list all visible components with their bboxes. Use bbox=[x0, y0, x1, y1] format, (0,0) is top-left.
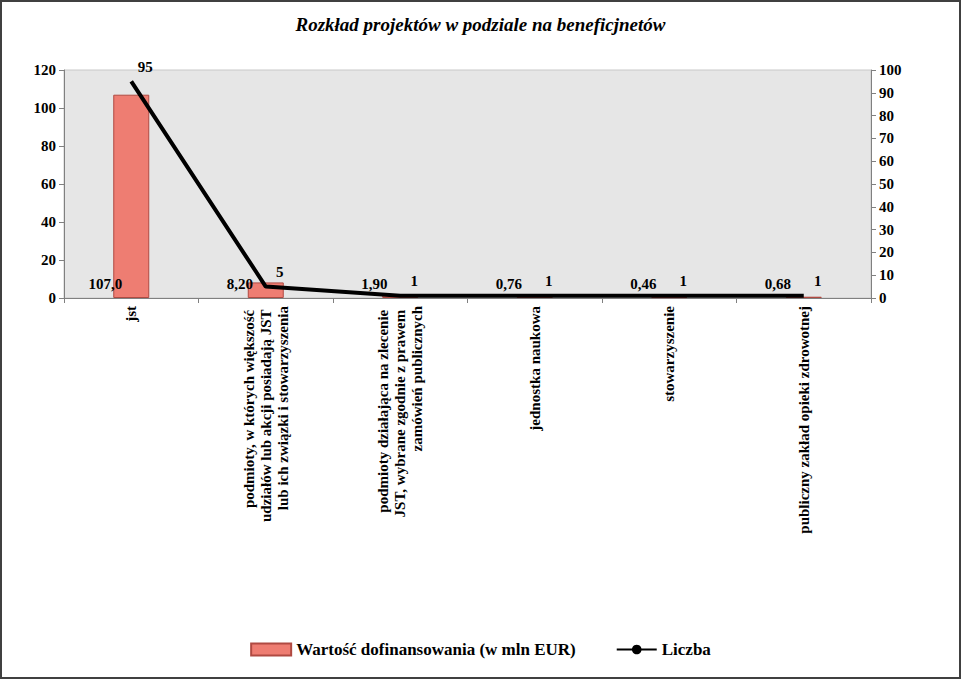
svg-text:30: 30 bbox=[879, 222, 894, 238]
svg-text:podmioty, w których większość: podmioty, w których większość bbox=[241, 306, 257, 508]
svg-text:20: 20 bbox=[41, 252, 56, 268]
svg-text:Liczba: Liczba bbox=[662, 640, 712, 659]
svg-text:stowarzyszenie: stowarzyszenie bbox=[661, 306, 677, 402]
svg-text:60: 60 bbox=[879, 153, 894, 169]
svg-text:Wartość dofinansowania (w mln: Wartość dofinansowania (w mln EUR) bbox=[296, 640, 576, 659]
svg-text:10: 10 bbox=[879, 267, 894, 283]
svg-text:95: 95 bbox=[138, 59, 153, 75]
svg-text:publiczny zakład opieki zdrowo: publiczny zakład opieki zdrowotnej bbox=[796, 306, 812, 534]
svg-text:zamówień publicznych: zamówień publicznych bbox=[409, 305, 425, 451]
svg-text:udziałów lub akcji posiadają J: udziałów lub akcji posiadają JST bbox=[258, 306, 274, 522]
svg-text:JST, wybrane zgodnie z prawem: JST, wybrane zgodnie z prawem bbox=[392, 306, 408, 517]
svg-text:50: 50 bbox=[879, 176, 894, 192]
svg-text:5: 5 bbox=[276, 264, 284, 280]
svg-text:jst: jst bbox=[123, 306, 139, 323]
svg-text:0: 0 bbox=[879, 290, 887, 306]
svg-text:107,0: 107,0 bbox=[88, 276, 122, 292]
svg-text:0: 0 bbox=[49, 290, 57, 306]
svg-text:100: 100 bbox=[34, 100, 57, 116]
svg-text:90: 90 bbox=[879, 85, 894, 101]
svg-text:60: 60 bbox=[41, 176, 56, 192]
svg-text:40: 40 bbox=[41, 214, 56, 230]
svg-text:1: 1 bbox=[814, 273, 822, 289]
svg-text:80: 80 bbox=[41, 138, 56, 154]
svg-text:8,20: 8,20 bbox=[227, 276, 253, 292]
svg-text:0,68: 0,68 bbox=[765, 276, 791, 292]
svg-text:40: 40 bbox=[879, 199, 894, 215]
svg-text:jednostka naukowa: jednostka naukowa bbox=[527, 306, 543, 432]
svg-text:1: 1 bbox=[680, 273, 688, 289]
svg-text:0,76: 0,76 bbox=[496, 276, 523, 292]
svg-text:1: 1 bbox=[545, 273, 553, 289]
svg-text:lub ich związki i stowarzyszen: lub ich związki i stowarzyszenia bbox=[275, 306, 291, 511]
svg-text:20: 20 bbox=[879, 244, 894, 260]
svg-text:120: 120 bbox=[34, 62, 57, 78]
svg-text:0,46: 0,46 bbox=[630, 276, 657, 292]
svg-text:1,90: 1,90 bbox=[361, 276, 387, 292]
svg-text:Rozkład projektów w podziale n: Rozkład projektów w podziale na beneficj… bbox=[295, 14, 666, 35]
svg-text:1: 1 bbox=[411, 273, 419, 289]
svg-text:70: 70 bbox=[879, 130, 894, 146]
svg-text:100: 100 bbox=[879, 62, 902, 78]
svg-text:podmioty działająca na zleceni: podmioty działająca na zlecenie bbox=[375, 306, 391, 513]
svg-text:80: 80 bbox=[879, 108, 894, 124]
